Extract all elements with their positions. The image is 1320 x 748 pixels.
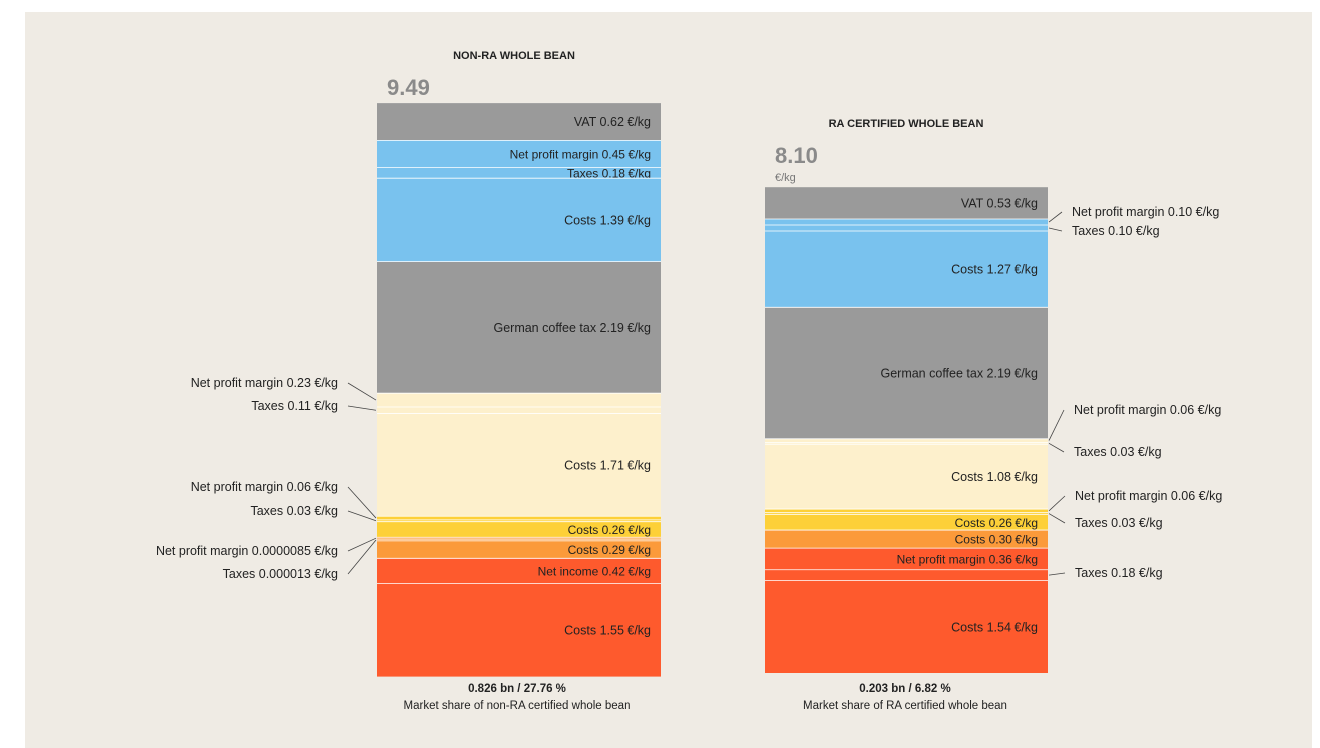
bar-segment — [377, 540, 661, 559]
leader-line — [1048, 513, 1066, 524]
chart-title: RA CERTIFIED WHOLE BEAN — [829, 118, 984, 130]
segment-label: Taxes 0.11 €/kg — [251, 399, 338, 413]
segment-label: Net profit margin 0.0000085 €/kg — [156, 544, 338, 558]
bar-segment — [377, 261, 661, 394]
segment-label: Taxes 0.03 €/kg — [1074, 445, 1162, 459]
segment-label: Net profit margin 0.10 €/kg — [1072, 205, 1219, 219]
leader-line — [347, 539, 377, 575]
leader-line — [1048, 409, 1065, 441]
bar-segment — [765, 530, 1048, 549]
bar-segment — [765, 444, 1048, 510]
bar-segment — [377, 393, 661, 407]
bar-segment — [765, 438, 1048, 443]
leader-line — [1048, 572, 1066, 576]
segment-label: Costs 1.39 €/kg — [564, 213, 651, 227]
bar-segment — [377, 521, 661, 538]
bar-segment — [765, 514, 1048, 531]
bar-segment — [765, 580, 1048, 673]
segment-label: Costs 1.27 €/kg — [951, 263, 1038, 277]
segment-label: Costs 1.08 €/kg — [951, 470, 1038, 484]
segment-label: Costs 1.71 €/kg — [564, 458, 651, 472]
leader-line — [1048, 211, 1063, 223]
leader-line — [347, 510, 377, 522]
leader-line — [1048, 227, 1063, 232]
leader-line — [347, 537, 377, 552]
segment-label: Taxes 0.18 €/kg — [1075, 566, 1163, 580]
bar-segment — [765, 231, 1048, 308]
chart-title: NON-RA WHOLE BEAN — [453, 50, 575, 62]
segment-label: Net profit margin 0.23 €/kg — [191, 376, 338, 390]
bar-segment — [765, 187, 1048, 220]
segment-label: Taxes 0.03 €/kg — [250, 504, 338, 518]
segment-label: Costs 0.29 €/kg — [568, 543, 651, 557]
market-share-label: Market share of non-RA certified whole b… — [404, 700, 631, 712]
chart-panel — [25, 12, 1312, 748]
bar-segment — [377, 178, 661, 262]
segment-label: Costs 0.26 €/kg — [955, 516, 1038, 530]
bar-segment — [765, 307, 1048, 439]
leader-line — [347, 486, 377, 519]
market-share-value: 0.826 bn / 27.76 % — [468, 683, 566, 695]
segment-label: Net income 0.42 €/kg — [538, 564, 651, 578]
bar-segment — [765, 512, 1048, 515]
segment-label: VAT 0.53 €/kg — [961, 197, 1038, 211]
bar-segment — [377, 558, 661, 584]
bar-segment — [377, 167, 661, 179]
bar-segment — [377, 406, 661, 414]
total-value: 9.49 — [387, 75, 430, 100]
segment-label: Costs 0.26 €/kg — [568, 523, 651, 537]
bar-segment — [765, 225, 1048, 232]
segment-label: German coffee tax 2.19 €/kg — [880, 367, 1038, 381]
bar-segment — [765, 219, 1048, 226]
bar-segment — [377, 103, 661, 141]
segment-label: Net profit margin 0.06 €/kg — [1074, 403, 1221, 417]
segment-label: VAT 0.62 €/kg — [574, 115, 651, 129]
segment-label: Taxes 0.10 €/kg — [1072, 224, 1160, 238]
bar-segment — [765, 442, 1048, 445]
segment-label: Taxes 0.03 €/kg — [1075, 516, 1163, 530]
segment-label: Costs 0.30 €/kg — [955, 533, 1038, 547]
bar-segment — [377, 516, 661, 520]
market-share-value: 0.203 bn / 6.82 % — [859, 683, 950, 695]
bar-segment — [765, 509, 1048, 513]
bar-segment — [377, 413, 661, 517]
segment-label: Net profit margin 0.06 €/kg — [1075, 489, 1222, 503]
bar-segment — [377, 519, 661, 522]
market-share-label: Market share of RA certified whole bean — [803, 700, 1007, 712]
bar-segment — [377, 539, 661, 541]
leader-line — [1048, 495, 1066, 512]
segment-label: Taxes 0.18 €/kg — [567, 166, 651, 180]
leader-line — [1048, 442, 1065, 453]
bar-segment — [765, 569, 1048, 581]
leader-line — [347, 405, 377, 411]
total-unit: €/kg — [775, 172, 796, 184]
segment-label: German coffee tax 2.19 €/kg — [493, 321, 651, 335]
segment-label: Taxes 0.000013 €/kg — [223, 567, 338, 581]
bar-segment — [765, 548, 1048, 570]
bar-segment — [377, 537, 661, 540]
bar-segment — [377, 140, 661, 168]
segment-label: Costs 1.55 €/kg — [564, 624, 651, 638]
segment-label: Net profit margin 0.06 €/kg — [191, 480, 338, 494]
segment-label: Net profit margin 0.36 €/kg — [897, 552, 1038, 566]
bar-segment — [377, 583, 661, 677]
segment-label: Net profit margin 0.45 €/kg — [510, 147, 651, 161]
segment-label: Costs 1.54 €/kg — [951, 620, 1038, 634]
total-value: 8.10 — [775, 143, 818, 168]
leader-line — [347, 382, 377, 401]
